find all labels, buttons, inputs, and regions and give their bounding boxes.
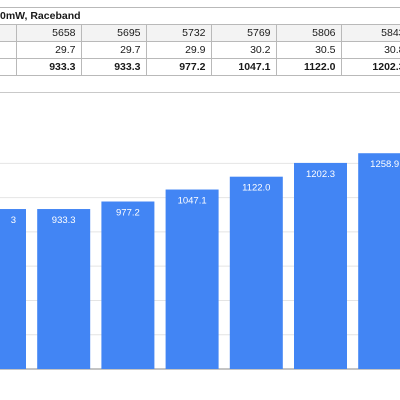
bar[interactable]: [37, 209, 91, 369]
table-cell[interactable]: 933.3: [80, 58, 147, 76]
bar[interactable]: [294, 162, 347, 369]
table-cell[interactable]: 1047.1: [210, 58, 277, 76]
chart-frame[interactable]: 3 933.3 977.2 1047.1 1122.0 1202.3 1258.9: [0, 92, 400, 393]
table-cell[interactable]: 5732: [145, 24, 212, 42]
table-cell[interactable]: [0, 41, 17, 59]
table-cell[interactable]: 30.2: [210, 41, 277, 59]
table-cell[interactable]: 5695: [80, 24, 147, 42]
bar-chart[interactable]: 3 933.3 977.2 1047.1 1122.0 1202.3 1258.9: [0, 93, 400, 393]
db-row: 29.7 29.7 29.9 30.2 30.5 30.8: [0, 41, 400, 59]
table-cell[interactable]: [0, 24, 17, 42]
table-cell[interactable]: [0, 58, 17, 76]
bar-value-label: 1202.3: [306, 169, 335, 180]
data-table: 0mW, Raceband 5658 5695 5732 5769 5806 5…: [0, 7, 400, 76]
table-cell[interactable]: 30.5: [275, 41, 342, 59]
table-cell[interactable]: 1122.0: [275, 58, 342, 76]
table-cell[interactable]: 5843: [340, 24, 400, 42]
bar[interactable]: [229, 176, 283, 369]
table-cell[interactable]: 30.8: [340, 41, 400, 59]
table-cell[interactable]: 5806: [275, 24, 342, 42]
spreadsheet-table-area: 0mW, Raceband 5658 5695 5732 5769 5806 5…: [0, 0, 400, 78]
table-cell[interactable]: 29.7: [80, 41, 147, 59]
bar-value-label: 3: [11, 215, 16, 226]
bar[interactable]: [0, 209, 26, 369]
table-cell[interactable]: 5769: [210, 24, 277, 42]
table-cell[interactable]: 29.7: [15, 41, 82, 59]
bar-value-label: 977.2: [116, 208, 140, 219]
bar[interactable]: [165, 189, 219, 369]
bar[interactable]: [358, 153, 400, 369]
bar-value-label: 1047.1: [178, 196, 207, 207]
table-cell[interactable]: 1202.3: [340, 58, 400, 76]
table-cell[interactable]: 933.3: [15, 58, 82, 76]
table-cell[interactable]: 5658: [15, 24, 82, 42]
bar[interactable]: [101, 201, 155, 369]
frequency-row: 5658 5695 5732 5769 5806 5843: [0, 24, 400, 42]
table-cell[interactable]: 29.9: [145, 41, 212, 59]
power-row: 933.3 933.3 977.2 1047.1 1122.0 1202.3: [0, 58, 400, 76]
table-title-cell[interactable]: 0mW, Raceband: [0, 7, 400, 25]
table-cell[interactable]: 977.2: [145, 58, 212, 76]
bar-value-label: 1122.0: [242, 183, 270, 194]
bar-value-label: 933.3: [52, 215, 76, 226]
bar-value-label: 1258.9: [370, 159, 399, 170]
table-title-row: 0mW, Raceband: [0, 7, 400, 25]
